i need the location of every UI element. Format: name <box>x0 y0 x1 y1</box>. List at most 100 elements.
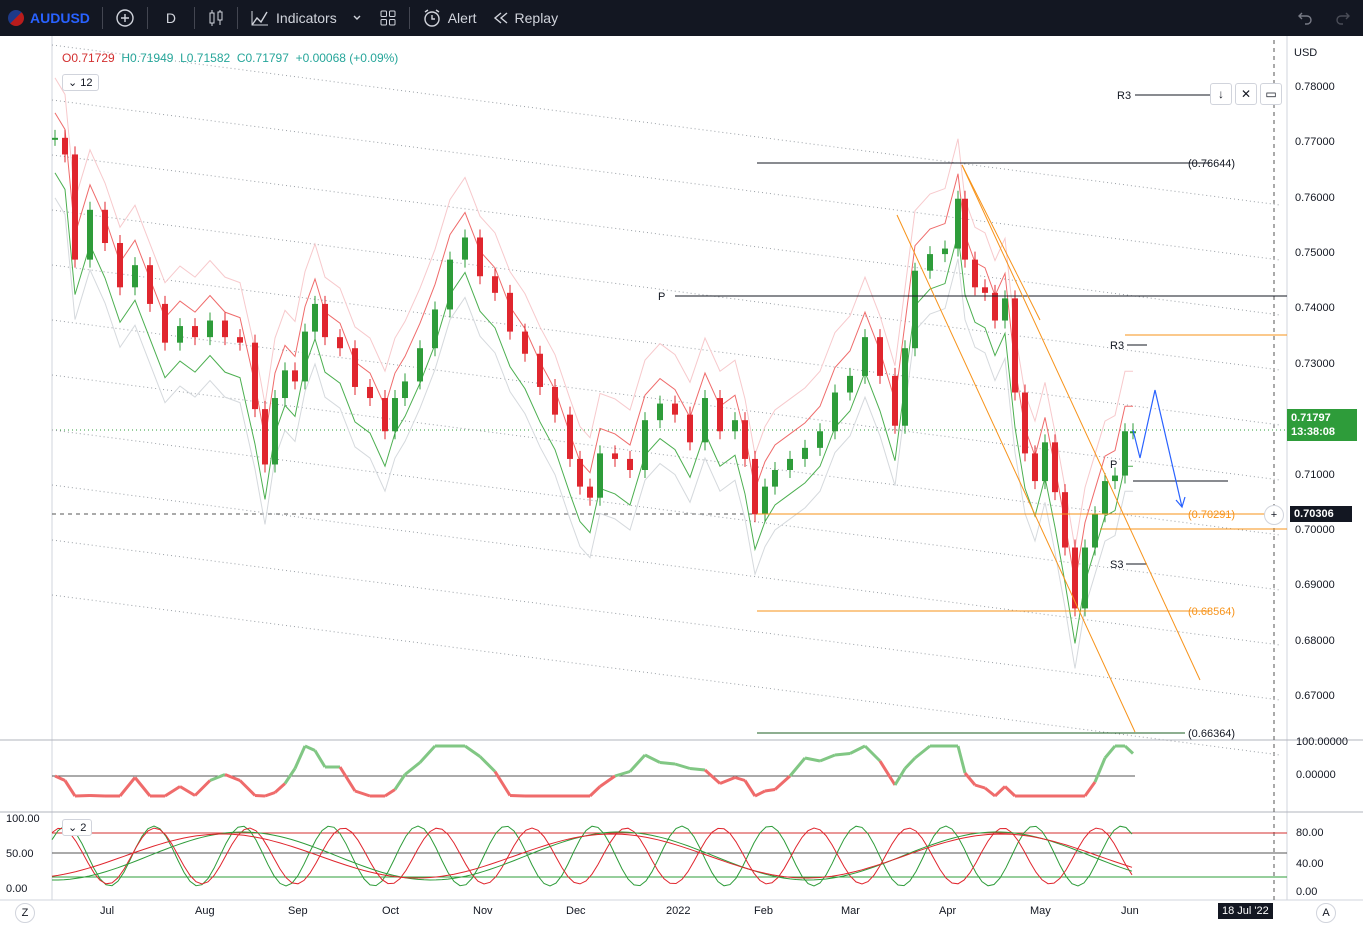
oscillator-segment <box>1103 745 1117 759</box>
candle-body <box>402 381 408 399</box>
stoch-left-100: 100.00 <box>6 813 40 825</box>
oscillator-segment <box>599 774 616 788</box>
oscillator-segment <box>133 776 152 797</box>
price-chart[interactable]: (0.76644) (0.70291) (0.68564) (0.66364) R3 P R… <box>0 36 1363 927</box>
candle-body <box>577 458 583 487</box>
lower-band <box>54 197 1133 669</box>
candle-body <box>687 414 693 443</box>
replay-label: Replay <box>514 10 559 26</box>
bar-style-button[interactable] <box>199 0 233 36</box>
candle-body <box>982 287 988 293</box>
oscillator-segment <box>179 785 196 797</box>
auto-scale-left-button[interactable]: Z <box>15 903 35 923</box>
redo-icon[interactable] <box>1335 11 1351 25</box>
candle-body <box>942 248 948 255</box>
high-value: H0.71949 <box>121 51 174 65</box>
interval-button[interactable]: D <box>152 0 190 36</box>
channel-line <box>51 99 1281 261</box>
time-axis-label: 2022 <box>666 905 691 917</box>
price-axis-label: 0.73000 <box>1295 357 1335 370</box>
candle-body <box>537 353 543 387</box>
crosshair-plus-button[interactable]: + <box>1264 505 1284 525</box>
indicators-button[interactable]: Indicators <box>242 0 371 36</box>
candle-body <box>1012 298 1018 393</box>
oscillator-segment <box>914 744 931 760</box>
oscillator-collapse-badge[interactable]: ⌄ 2 <box>62 819 93 836</box>
oscillator-segment <box>118 776 137 797</box>
oscillator-segment <box>264 791 276 798</box>
candle-body <box>262 409 268 465</box>
candle-body <box>787 458 793 471</box>
oscillator-segment <box>674 762 691 770</box>
alert-button[interactable]: Alert <box>414 0 485 36</box>
oscillator-segment <box>1093 757 1107 783</box>
candle-body <box>392 398 398 432</box>
candle-body <box>72 154 78 260</box>
candle-body <box>587 486 593 498</box>
candle-body <box>642 420 648 471</box>
chevron-down-icon[interactable] <box>351 12 363 24</box>
stoch-right-80: 80.00 <box>1296 827 1324 839</box>
countdown-value: 13:38:08 <box>1291 426 1336 438</box>
oscillator-segment <box>963 772 977 786</box>
auto-scale-right-button[interactable]: A <box>1316 903 1336 923</box>
oscillator-segment <box>614 770 631 778</box>
oscillator-segment <box>588 785 602 798</box>
candle-body <box>337 337 343 349</box>
replay-button[interactable]: Replay <box>485 0 567 36</box>
layout-button[interactable] <box>371 0 405 36</box>
forecast-arrowhead <box>1175 496 1186 509</box>
candle-body <box>1022 392 1028 454</box>
low-value: L0.71582 <box>180 51 231 65</box>
maximize-pane-button[interactable]: ▭ <box>1260 83 1282 105</box>
channel-line <box>51 154 1281 316</box>
oscillator-segment <box>719 776 736 785</box>
candle-body <box>382 398 388 432</box>
indicator-collapse-badge[interactable]: ⌄ 12 <box>62 74 99 91</box>
candle-body <box>832 392 838 432</box>
maximize-icon: ▭ <box>1265 87 1277 101</box>
oscillator-segment <box>384 788 396 798</box>
bollinger-bands <box>54 77 1133 669</box>
candle-body <box>1082 547 1088 609</box>
candle-body <box>492 276 498 293</box>
close-icon: ✕ <box>1240 87 1252 101</box>
oscillator-segment <box>54 774 66 782</box>
candle-body <box>732 420 738 432</box>
ohlc-legend: O0.71729 H0.71949 L0.71582 C0.71797 +0.0… <box>62 51 398 65</box>
channel-line <box>51 44 1281 206</box>
compare-button[interactable] <box>107 0 143 36</box>
oscillator-segment <box>304 744 316 752</box>
forecast-path <box>1132 389 1183 508</box>
oscillator-segment <box>984 786 996 798</box>
undo-icon[interactable] <box>1297 11 1313 25</box>
r3-upper-label: R3 <box>1117 90 1131 102</box>
move-down-button[interactable]: ↓ <box>1210 83 1232 105</box>
candle-body <box>1052 442 1058 493</box>
candle-body <box>322 303 328 338</box>
candle-body <box>252 342 258 410</box>
candle-body <box>927 254 933 271</box>
chevron-down-icon: ⌄ <box>68 822 78 834</box>
time-axis-label: May <box>1030 905 1051 917</box>
trend-line <box>896 214 1136 733</box>
oscillator-segment <box>238 779 257 797</box>
symbol-selector[interactable]: AUDUSD <box>0 0 98 36</box>
time-axis-label: Feb <box>754 905 773 917</box>
trend-line <box>961 164 1041 321</box>
candle-body <box>292 370 298 382</box>
time-axis-label: Dec <box>566 905 586 917</box>
candle-body <box>817 431 823 448</box>
oscillator-segment <box>478 755 497 773</box>
candle-body <box>367 386 373 399</box>
bar-style-icon <box>209 10 223 26</box>
chart-area[interactable]: (0.76644) (0.70291) (0.68564) (0.66364) R3 P R… <box>0 36 1363 927</box>
time-axis-label: Jul <box>100 905 115 917</box>
crosshair-price-tag: 0.70306 <box>1290 506 1352 522</box>
oscillator-segment <box>509 794 526 798</box>
oscillator-segment <box>464 744 481 758</box>
candle-body <box>1032 453 1038 482</box>
close-pane-button[interactable]: ✕ <box>1235 83 1257 105</box>
fib-top-label: (0.76644) <box>1188 158 1235 170</box>
candle-body <box>52 137 58 140</box>
